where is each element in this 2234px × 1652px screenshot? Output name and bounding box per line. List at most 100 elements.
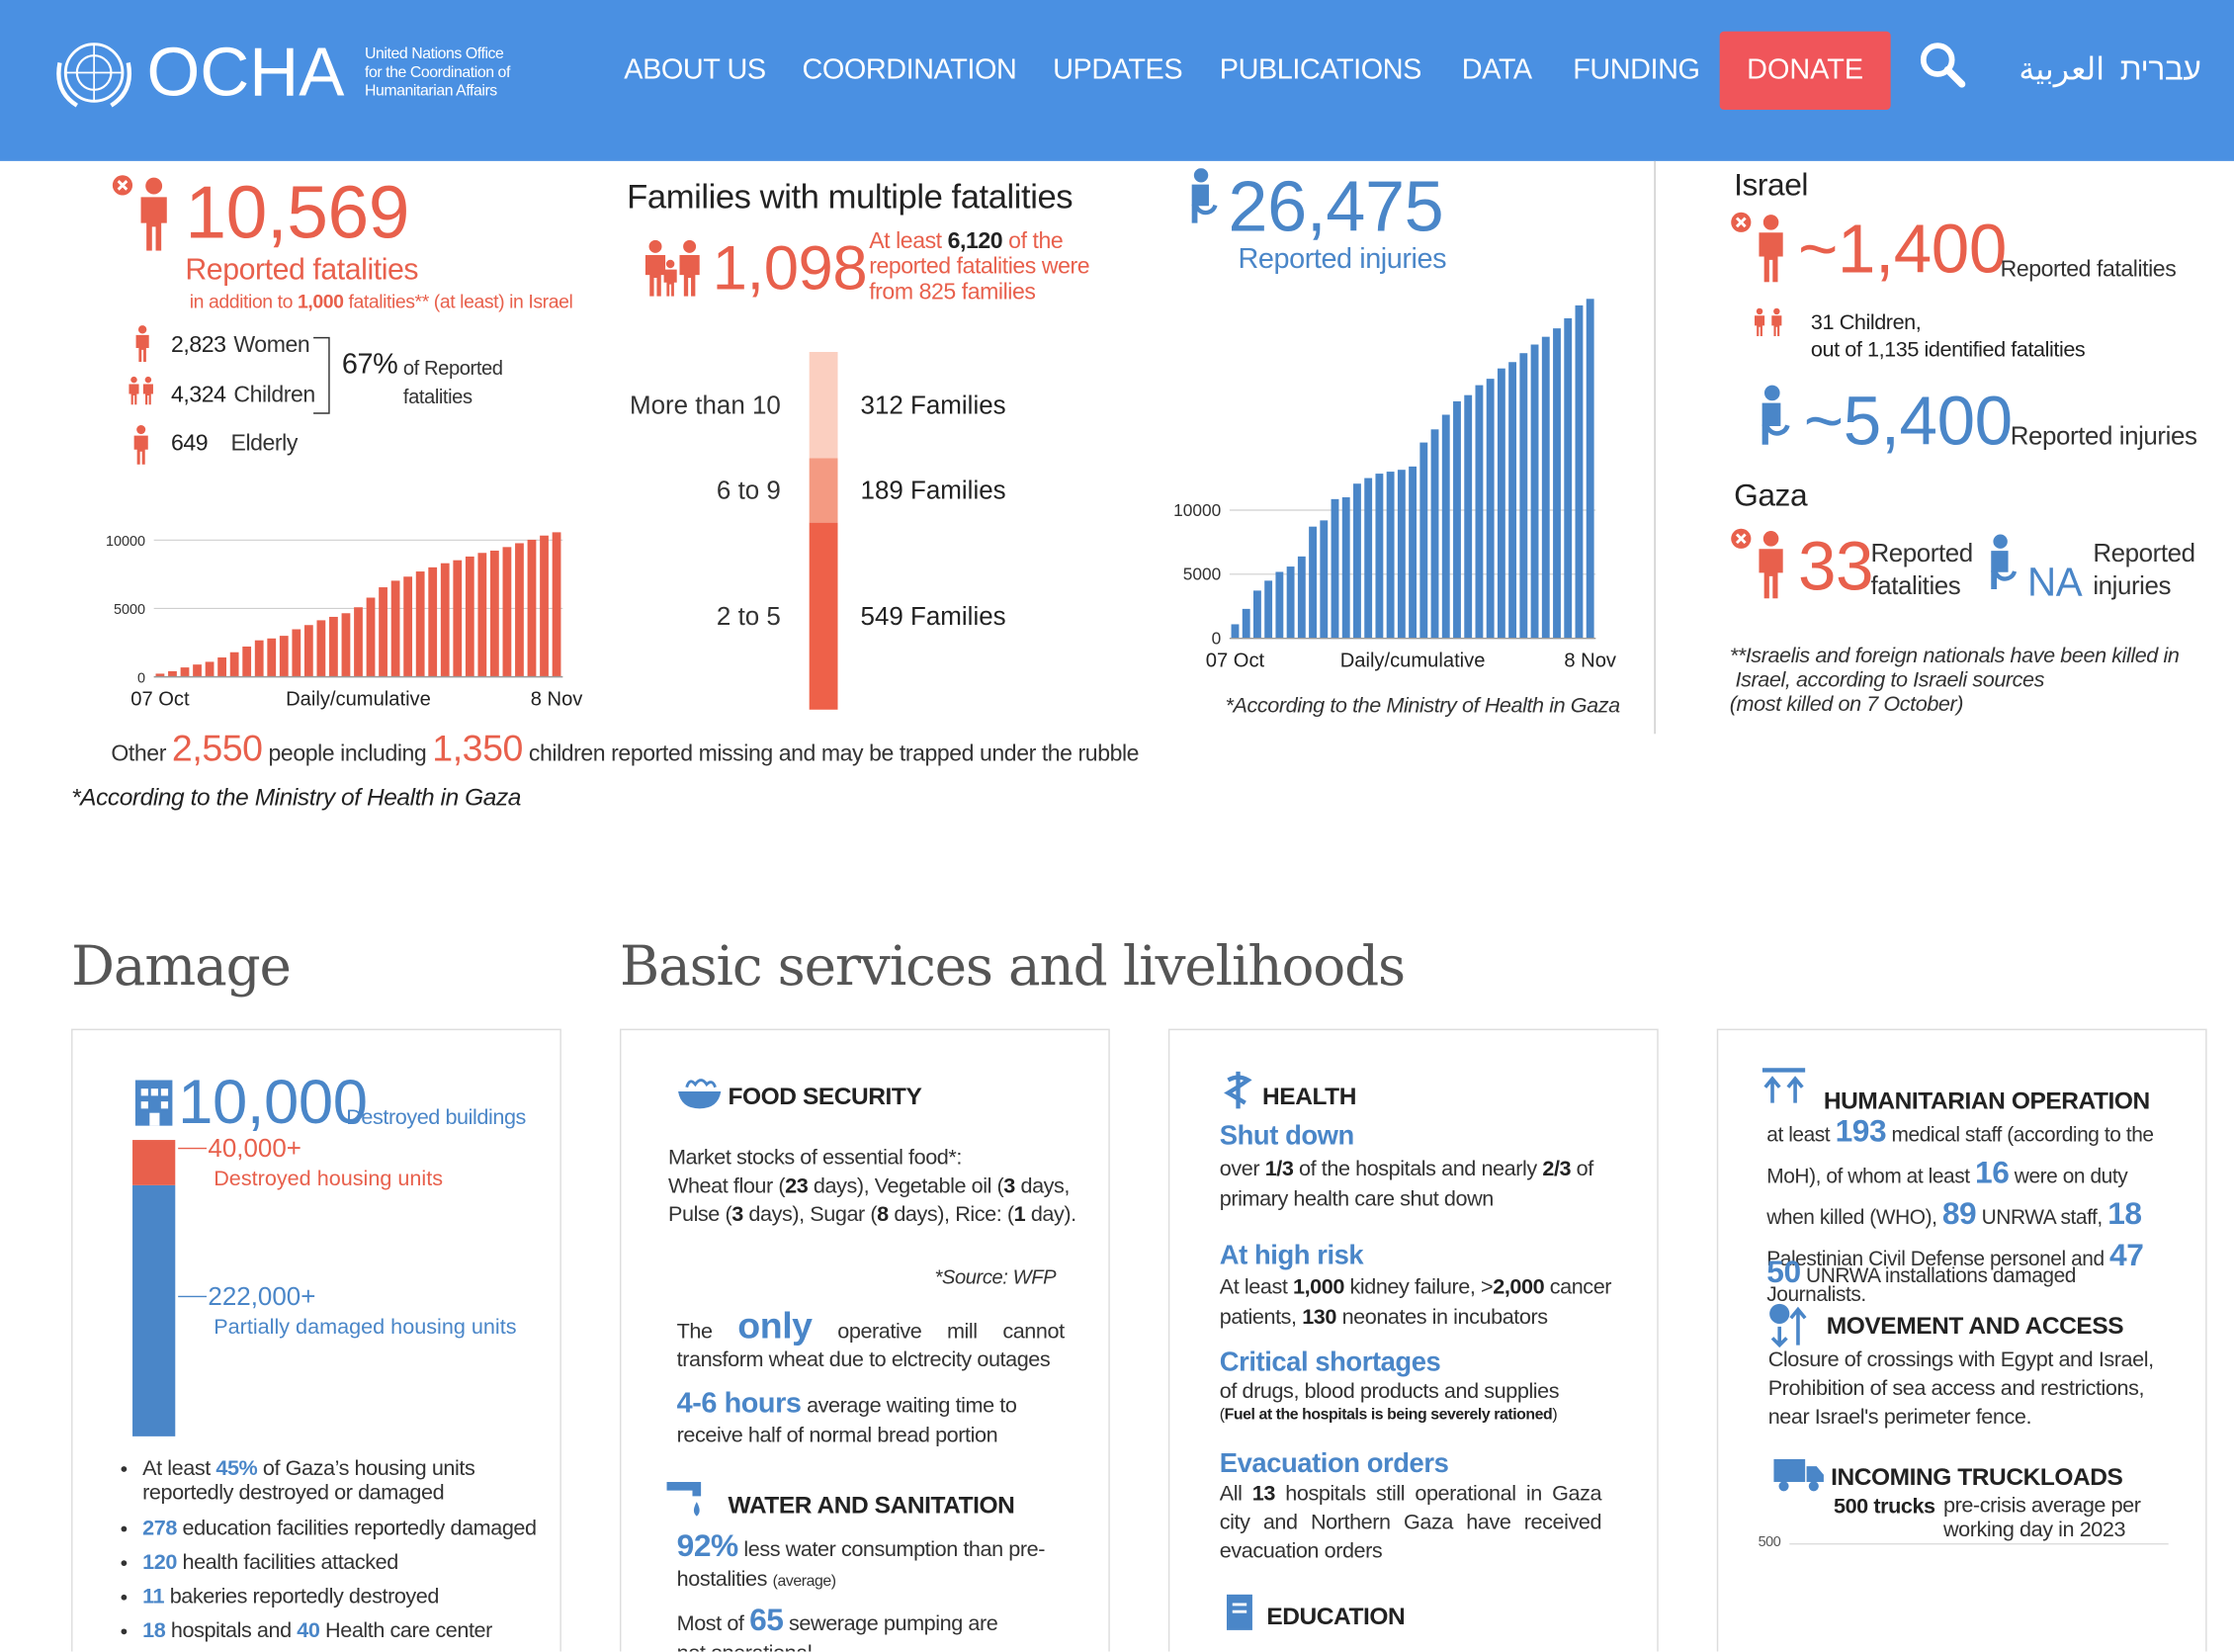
gaza-fatalities-label: Reported <box>1870 538 1973 567</box>
text-segment: medical staff (according to the MoH), of… <box>1766 1124 2154 1189</box>
text-segment: operative mill cannot transform wheat du… <box>676 1319 1065 1373</box>
language-link[interactable]: עברית <box>2119 50 2201 87</box>
text-segment: 31 <box>1810 310 1835 335</box>
bar <box>527 539 537 677</box>
highlight: 23 <box>785 1174 809 1199</box>
text-segment: of the reported fatalities were from 825… <box>869 229 1090 305</box>
nav-link[interactable]: PUBLICATIONS <box>1219 53 1422 86</box>
text-segment: Most of <box>676 1611 750 1636</box>
breakdown-value: 4,324 <box>170 383 226 408</box>
bar <box>1553 328 1561 639</box>
trucks-note: pre-crisis average per working day in 20… <box>1942 1493 2141 1542</box>
nav-link[interactable]: ABOUT US <box>624 53 766 86</box>
health-text: At least 1,000 kidney failure, >2,000 ca… <box>1220 1272 1626 1333</box>
bar <box>329 616 338 677</box>
bar <box>1586 299 1594 639</box>
israel-note: **Israelis and foreign nationals have be… <box>1729 644 2180 668</box>
water-icon <box>666 1481 702 1517</box>
bar <box>1231 624 1240 639</box>
language-link[interactable]: العربية <box>2019 50 2105 87</box>
text-segment: day). <box>1025 1202 1076 1227</box>
israel-fatalities-label: Reported fatalities <box>2000 257 2177 283</box>
bar <box>1564 317 1573 639</box>
truck-icon <box>1773 1458 1824 1492</box>
bar <box>1242 608 1250 639</box>
movement-icon <box>1769 1303 1807 1348</box>
bar <box>1253 590 1261 639</box>
health-text: All 13 hospitals still operational in Ga… <box>1219 1481 1602 1566</box>
y-tick-label: 0 <box>1212 628 1222 648</box>
bar <box>552 532 561 677</box>
logo: OCHA <box>146 36 345 112</box>
series-label: Partially damaged housing units <box>214 1314 517 1339</box>
x-tick-label: 07 Oct <box>1206 651 1265 672</box>
text-segment: hospitals and <box>165 1618 298 1644</box>
bar <box>279 636 289 677</box>
bar <box>168 670 177 677</box>
text-segment: Other <box>111 741 172 767</box>
card-title: EDUCATION <box>1266 1603 1406 1630</box>
bar <box>465 556 474 677</box>
text-segment: fatalities** (at least) in Israel <box>343 291 573 312</box>
text-segment: (average) <box>772 1573 836 1591</box>
bar <box>1386 472 1395 639</box>
health-text: of drugs, blood products and supplies <box>1219 1379 1560 1404</box>
nav-link[interactable]: UPDATES <box>1053 53 1183 86</box>
bar <box>1341 497 1350 639</box>
damage-item: At least 45% of Gaza’s housing units rep… <box>142 1456 556 1506</box>
highlight: 130 <box>1302 1305 1336 1330</box>
bar <box>267 638 277 677</box>
x-tick-label: 8 Nov <box>531 688 584 710</box>
highlight: 40 <box>297 1618 320 1644</box>
search-icon[interactable] <box>1918 40 1969 91</box>
text-segment: hospitals still operational in Gaza city… <box>1219 1481 1602 1564</box>
text-segment: Palestinian Civil Defense personel and <box>1766 1248 2110 1271</box>
bar <box>1409 466 1418 639</box>
text-segment: bakeries reportedly destroyed <box>164 1584 440 1609</box>
fatalities-chart: 0 5000 10000 07 Oct 8 Nov Daily/cumulative <box>106 532 584 710</box>
y-tick-label: 10000 <box>106 534 145 550</box>
bar <box>1320 520 1329 639</box>
y-tick-label: 0 <box>137 670 145 686</box>
source: *According to the Ministry of Health in … <box>71 783 521 812</box>
fatality-icon <box>1729 527 1783 599</box>
nav-link[interactable]: DATA <box>1461 53 1532 86</box>
gaza-injuries-label: injuries <box>2093 570 2172 600</box>
israel-note: Israel, according to Israeli sources <box>1735 667 2045 693</box>
text-segment: of Gaza’s housing units reportedly destr… <box>142 1456 475 1506</box>
bar <box>1331 498 1339 639</box>
text-segment: days, Pulse ( <box>667 1174 1071 1227</box>
donate-button[interactable]: DONATE <box>1719 31 1891 110</box>
food-icon <box>678 1079 722 1109</box>
card-title: MOVEMENT AND ACCESS <box>1826 1312 2124 1340</box>
text-segment: UNRWA installations damaged <box>1800 1264 2076 1288</box>
highlight: 45% <box>215 1456 258 1481</box>
bar <box>1530 344 1539 639</box>
highlight: 2,550 <box>171 727 263 770</box>
health-text: over 1/3 of the hospitals and nearly 2/3… <box>1220 1154 1604 1214</box>
injury-icon <box>1757 385 1799 450</box>
text-segment: days), Sugar ( <box>742 1202 878 1227</box>
text-segment: cancer patients, <box>1219 1274 1612 1330</box>
nav-link[interactable]: FUNDING <box>1573 53 1700 86</box>
category-label: More than 10 <box>630 391 781 419</box>
highlight: only <box>737 1303 813 1348</box>
text-segment: in addition to <box>189 291 298 312</box>
nav-link[interactable]: COORDINATION <box>802 53 1017 86</box>
value-label: 222,000+ <box>208 1283 315 1311</box>
highlight: 18 <box>142 1618 166 1644</box>
education-icon <box>1226 1594 1252 1630</box>
injuries-label: Reported injuries <box>1238 243 1447 276</box>
bar <box>515 543 524 677</box>
card-title: HEALTH <box>1262 1083 1356 1110</box>
bar <box>502 547 512 677</box>
bar <box>477 553 487 677</box>
highlight: 1,350 <box>432 727 523 770</box>
share-label: fatalities <box>402 385 473 408</box>
injury-icon <box>1187 168 1227 228</box>
gaza-fatalities: 33 <box>1797 530 1874 606</box>
bar <box>1430 429 1439 639</box>
text-segment: over <box>1219 1157 1265 1181</box>
bar <box>242 646 252 677</box>
breakdown-label: Elderly <box>230 431 298 457</box>
